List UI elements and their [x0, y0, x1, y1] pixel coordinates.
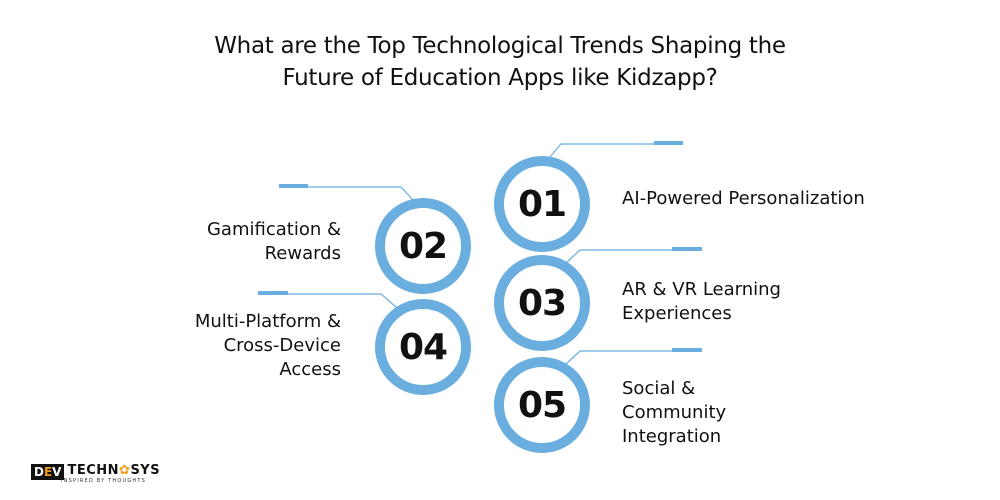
logo-gear-icon: ✿ [119, 463, 131, 478]
logo-wordmark: TECHN✿SYS [67, 463, 161, 478]
trend-number-01: 01 [517, 183, 567, 225]
devtechnosys-logo: DEV TECHN✿SYS INSPIRED BY THOUGHTS [31, 464, 160, 488]
trend-circle-05: 05 [494, 357, 590, 453]
trend-circle-01: 01 [494, 156, 590, 252]
trend-number-05: 05 [517, 384, 567, 426]
connector-01 [548, 141, 683, 159]
page-title: What are the Top Technological Trends Sh… [0, 30, 1000, 94]
trend-label-01: AI-Powered Personalization [622, 188, 865, 209]
trend-number-04: 04 [398, 326, 448, 368]
trend-label-03: AR & VR Learning Experiences [622, 279, 781, 324]
connector-02 [279, 184, 415, 202]
connector-03 [565, 247, 702, 264]
trend-circle-03: 03 [494, 255, 590, 351]
logo-dev-mark: DEV [31, 464, 65, 480]
title-line-2: Future of Education Apps like Kidzapp? [282, 65, 718, 91]
trend-number-03: 03 [517, 282, 567, 324]
title-line-1: What are the Top Technological Trends Sh… [214, 33, 786, 59]
logo-tagline: INSPIRED BY THOUGHTS [61, 478, 147, 484]
trend-label-05: Social & Community Integration [622, 378, 727, 447]
connector-05 [565, 348, 702, 365]
trend-number-02: 02 [398, 225, 448, 267]
connector-04 [258, 291, 398, 309]
trend-label-04: Multi-Platform & Cross-Device Access [194, 311, 341, 380]
trend-label-02: Gamification & Rewards [206, 219, 341, 264]
trend-circle-02: 02 [375, 198, 471, 294]
trend-circle-04: 04 [375, 299, 471, 395]
